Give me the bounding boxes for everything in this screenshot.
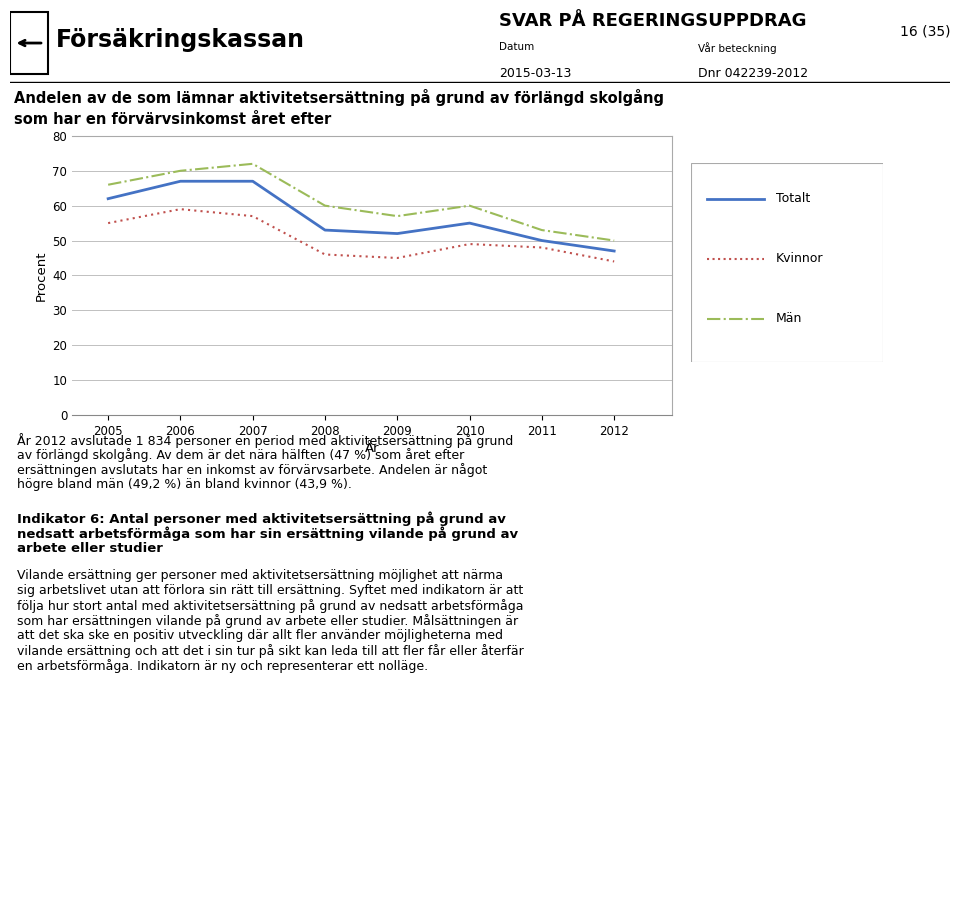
- Text: högre bland män (49,2 %) än bland kvinnor (43,9 %).: högre bland män (49,2 %) än bland kvinno…: [17, 478, 352, 491]
- Text: Vilande ersättning ger personer med aktivitetsersättning möjlighet att närma: Vilande ersättning ger personer med akti…: [17, 569, 503, 582]
- Text: Andelen av de som lämnar aktivitetsersättning på grund av förlängd skolgång: Andelen av de som lämnar aktivitetsersät…: [14, 89, 664, 106]
- Text: Kvinnor: Kvinnor: [776, 252, 823, 265]
- Text: År 2012 avslutade 1 834 personer en period med aktivitetsersättning på grund: År 2012 avslutade 1 834 personer en peri…: [17, 433, 514, 448]
- Text: följa hur stort antal med aktivitetsersättning på grund av nedsatt arbetsförmåga: följa hur stort antal med aktivitetsersä…: [17, 599, 523, 612]
- Text: en arbetsförmåga. Indikatorn är ny och representerar ett nolläge.: en arbetsförmåga. Indikatorn är ny och r…: [17, 659, 428, 673]
- Text: arbete eller studier: arbete eller studier: [17, 542, 163, 554]
- Text: Totalt: Totalt: [776, 192, 810, 206]
- Text: Indikator 6: Antal personer med aktivitetsersättning på grund av: Indikator 6: Antal personer med aktivite…: [17, 512, 506, 526]
- Bar: [10, 13, 48, 73]
- Text: 16 (35): 16 (35): [900, 24, 950, 39]
- Text: Vår beteckning: Vår beteckning: [698, 42, 777, 53]
- Text: Datum: Datum: [499, 42, 535, 52]
- Text: 2015-03-13: 2015-03-13: [499, 67, 571, 80]
- Text: nedsatt arbetsförmåga som har sin ersättning vilande på grund av: nedsatt arbetsförmåga som har sin ersätt…: [17, 526, 518, 541]
- X-axis label: År: År: [365, 442, 379, 455]
- Text: ersättningen avslutats har en inkomst av förvärvsarbete. Andelen är något: ersättningen avslutats har en inkomst av…: [17, 464, 488, 477]
- Text: som har en förvärvsinkomst året efter: som har en förvärvsinkomst året efter: [14, 112, 331, 127]
- Text: sig arbetslivet utan att förlora sin rätt till ersättning. Syftet med indikatorn: sig arbetslivet utan att förlora sin rät…: [17, 583, 523, 597]
- Text: av förlängd skolgång. Av dem är det nära hälften (47 %) som året efter: av förlängd skolgång. Av dem är det nära…: [17, 448, 465, 462]
- Text: att det ska ske en positiv utveckling där allt fler använder möjligheterna med: att det ska ske en positiv utveckling dä…: [17, 629, 503, 641]
- Text: vilande ersättning och att det i sin tur på sikt kan leda till att fler får elle: vilande ersättning och att det i sin tur…: [17, 644, 524, 658]
- Text: som har ersättningen vilande på grund av arbete eller studier. Målsättningen är: som har ersättningen vilande på grund av…: [17, 613, 518, 628]
- Text: SVAR PÅ REGERINGSUPPDRAG: SVAR PÅ REGERINGSUPPDRAG: [499, 13, 806, 31]
- Text: Män: Män: [776, 312, 802, 325]
- Text: Försäkringskassan: Försäkringskassan: [56, 28, 305, 52]
- Text: Dnr 042239-2012: Dnr 042239-2012: [698, 67, 808, 80]
- Y-axis label: Procent: Procent: [36, 250, 48, 301]
